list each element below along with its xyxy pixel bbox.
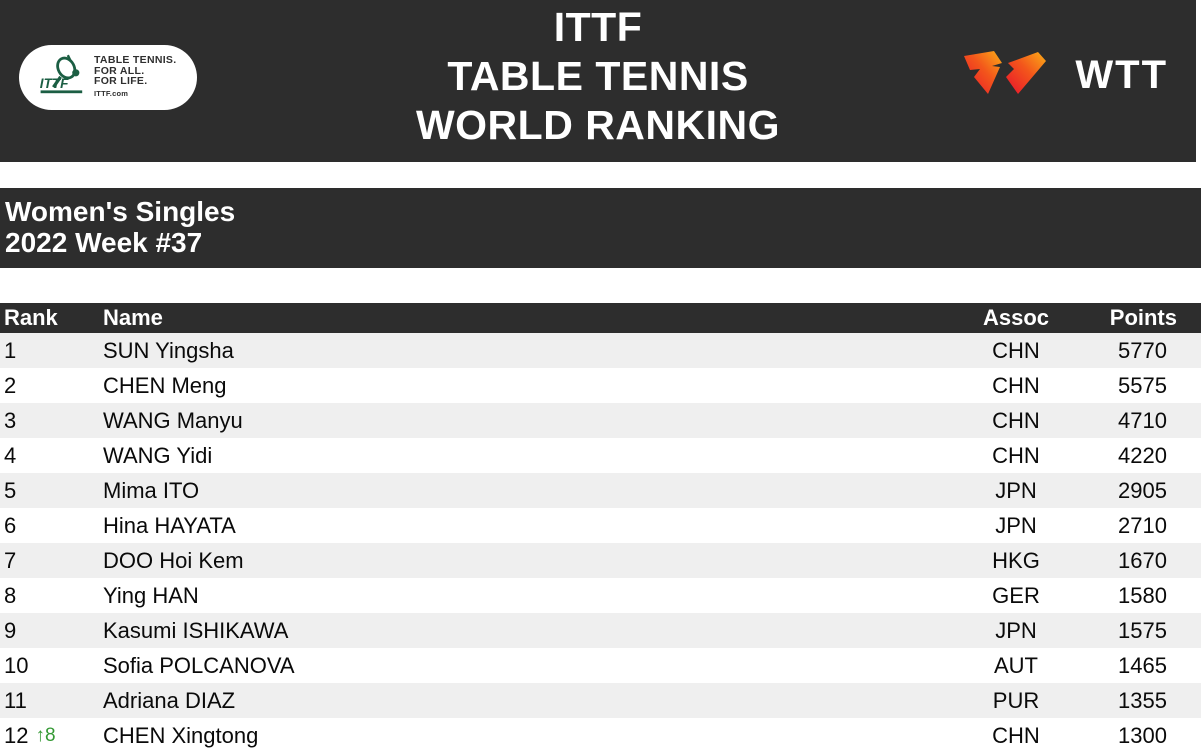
rank-cell: 11	[0, 688, 100, 714]
table-row: 4 WANG Yidi CHN 4220	[0, 438, 1201, 473]
column-header-points: Points	[1109, 305, 1177, 330]
rank-change-up-indicator: ↑8	[35, 724, 56, 746]
rank-value: 4	[4, 442, 17, 468]
rank-value: 5	[4, 477, 17, 503]
ranking-table: Rank Name Assoc Points 1 SUN Yingsha CHN 57…	[0, 303, 1201, 753]
points-cell: 2710	[1118, 512, 1167, 538]
table-header-row: Rank Name Assoc Points	[0, 303, 1201, 333]
wtt-mark-icon	[962, 49, 1062, 102]
player-name-cell: DOO Hoi Kem	[103, 547, 244, 573]
ittf-tagline-1: TABLE TENNIS.	[94, 54, 177, 67]
points-cell: 1300	[1118, 722, 1167, 748]
rank-cell: 9	[0, 618, 100, 644]
assoc-cell: CHN	[992, 372, 1040, 398]
category-banner: Women's Singles 2022 Week #37	[0, 188, 1201, 268]
ittf-url: ITTF.com	[94, 89, 129, 99]
svg-text:ITTF: ITTF	[40, 76, 69, 91]
column-header-name: Name	[103, 305, 163, 330]
points-cell: 1465	[1118, 652, 1167, 678]
column-header-assoc: Assoc	[982, 305, 1050, 330]
category-week: 2022 Week #37	[5, 227, 203, 258]
points-cell: 2905	[1118, 477, 1167, 503]
points-cell: 1670	[1118, 547, 1167, 573]
player-name-cell: CHEN Xingtong	[103, 722, 259, 748]
table-row: 3 WANG Manyu CHN 4710	[0, 403, 1201, 438]
rank-cell: 2	[0, 373, 100, 399]
table-row: 8 Ying HAN GER 1580	[0, 578, 1201, 613]
table-body: 1 SUN Yingsha CHN 5770 2 CHEN Meng CHN 5575 3 WAN…	[0, 333, 1201, 753]
player-name-cell: Mima ITO	[103, 477, 200, 503]
wtt-logo: WTT	[962, 49, 1168, 102]
rank-value: 11	[4, 687, 27, 713]
header-bar: ITTF TABLE TENNIS. FOR ALL. FOR LIFE. IT…	[0, 0, 1196, 162]
ittf-logo-text: TABLE TENNIS. FOR ALL. FOR LIFE. ITTF.co…	[94, 55, 176, 100]
assoc-cell: PUR	[992, 687, 1040, 713]
player-name-cell: CHEN Meng	[103, 372, 227, 398]
player-name-cell: Hina HAYATA	[103, 512, 236, 538]
assoc-cell: CHN	[992, 407, 1040, 433]
wtt-logo-text: WTT	[1075, 53, 1168, 97]
assoc-cell: JPN	[995, 477, 1037, 503]
player-name-cell: Sofia POLCANOVA	[103, 652, 295, 678]
table-row: 9 Kasumi ISHIKAWA JPN 1575	[0, 613, 1201, 648]
ittf-paddle-icon: ITTF	[39, 52, 87, 105]
rank-value: 6	[4, 512, 17, 538]
table-row: 7 DOO Hoi Kem HKG 1670	[0, 543, 1201, 578]
rank-value: 10	[4, 652, 29, 678]
assoc-cell: CHN	[992, 442, 1040, 468]
rank-value: 12	[4, 722, 29, 748]
points-cell: 5575	[1118, 372, 1167, 398]
assoc-cell: HKG	[992, 547, 1040, 573]
player-name-cell: Ying HAN	[103, 582, 199, 608]
player-name-cell: Kasumi ISHIKAWA	[103, 617, 289, 643]
table-row: 2 CHEN Meng CHN 5575	[0, 368, 1201, 403]
table-row: 1 SUN Yingsha CHN 5770	[0, 333, 1201, 368]
rank-cell: 4	[0, 443, 100, 469]
ittf-logo: ITTF TABLE TENNIS. FOR ALL. FOR LIFE. IT…	[19, 45, 197, 110]
points-cell: 1575	[1118, 617, 1167, 643]
rank-value: 7	[4, 547, 17, 573]
rank-value: 9	[4, 617, 17, 643]
points-cell: 1355	[1118, 687, 1167, 713]
assoc-cell: AUT	[994, 652, 1038, 678]
ittf-tagline-2: FOR ALL.	[94, 64, 145, 77]
column-header-rank: Rank	[4, 305, 58, 330]
rank-cell: 10	[0, 653, 100, 679]
page-title: ITTF TABLE TENNIS WORLD RANKING	[0, 3, 1196, 150]
points-cell: 4710	[1118, 407, 1167, 433]
points-cell: 4220	[1118, 442, 1167, 468]
rank-value: 2	[4, 372, 17, 398]
player-name-cell: SUN Yingsha	[103, 337, 234, 363]
rank-value: 3	[4, 407, 17, 433]
assoc-cell: CHN	[992, 722, 1040, 748]
rank-cell: 1	[0, 338, 100, 364]
rank-value: 8	[4, 582, 17, 608]
title-line-3: WORLD RANKING	[415, 102, 781, 148]
category-title: Women's Singles	[5, 196, 236, 227]
rank-cell: 12 ↑8	[0, 723, 100, 749]
rank-cell: 5	[0, 478, 100, 504]
player-name-cell: WANG Yidi	[103, 442, 213, 468]
rank-cell: 8	[0, 583, 100, 609]
assoc-cell: GER	[992, 582, 1040, 608]
points-cell: 5770	[1118, 337, 1167, 363]
player-name-cell: Adriana DIAZ	[103, 687, 236, 713]
rank-cell: 6	[0, 513, 100, 539]
table-row: 5 Mima ITO JPN 2905	[0, 473, 1201, 508]
points-cell: 1580	[1118, 582, 1167, 608]
table-row: 10 Sofia POLCANOVA AUT 1465	[0, 648, 1201, 683]
assoc-cell: JPN	[995, 617, 1037, 643]
ittf-tagline-3: FOR LIFE.	[94, 75, 148, 88]
assoc-cell: JPN	[995, 512, 1037, 538]
assoc-cell: CHN	[992, 337, 1040, 363]
title-line-1: ITTF	[553, 4, 643, 50]
title-line-2: TABLE TENNIS	[447, 53, 749, 99]
table-row: 6 Hina HAYATA JPN 2710	[0, 508, 1201, 543]
rank-cell: 7	[0, 548, 100, 574]
table-row: 12 ↑8 CHEN Xingtong CHN 1300	[0, 718, 1201, 753]
rank-cell: 3	[0, 408, 100, 434]
rank-value: 1	[4, 337, 17, 363]
player-name-cell: WANG Manyu	[103, 407, 243, 433]
table-row: 11 Adriana DIAZ PUR 1355	[0, 683, 1201, 718]
